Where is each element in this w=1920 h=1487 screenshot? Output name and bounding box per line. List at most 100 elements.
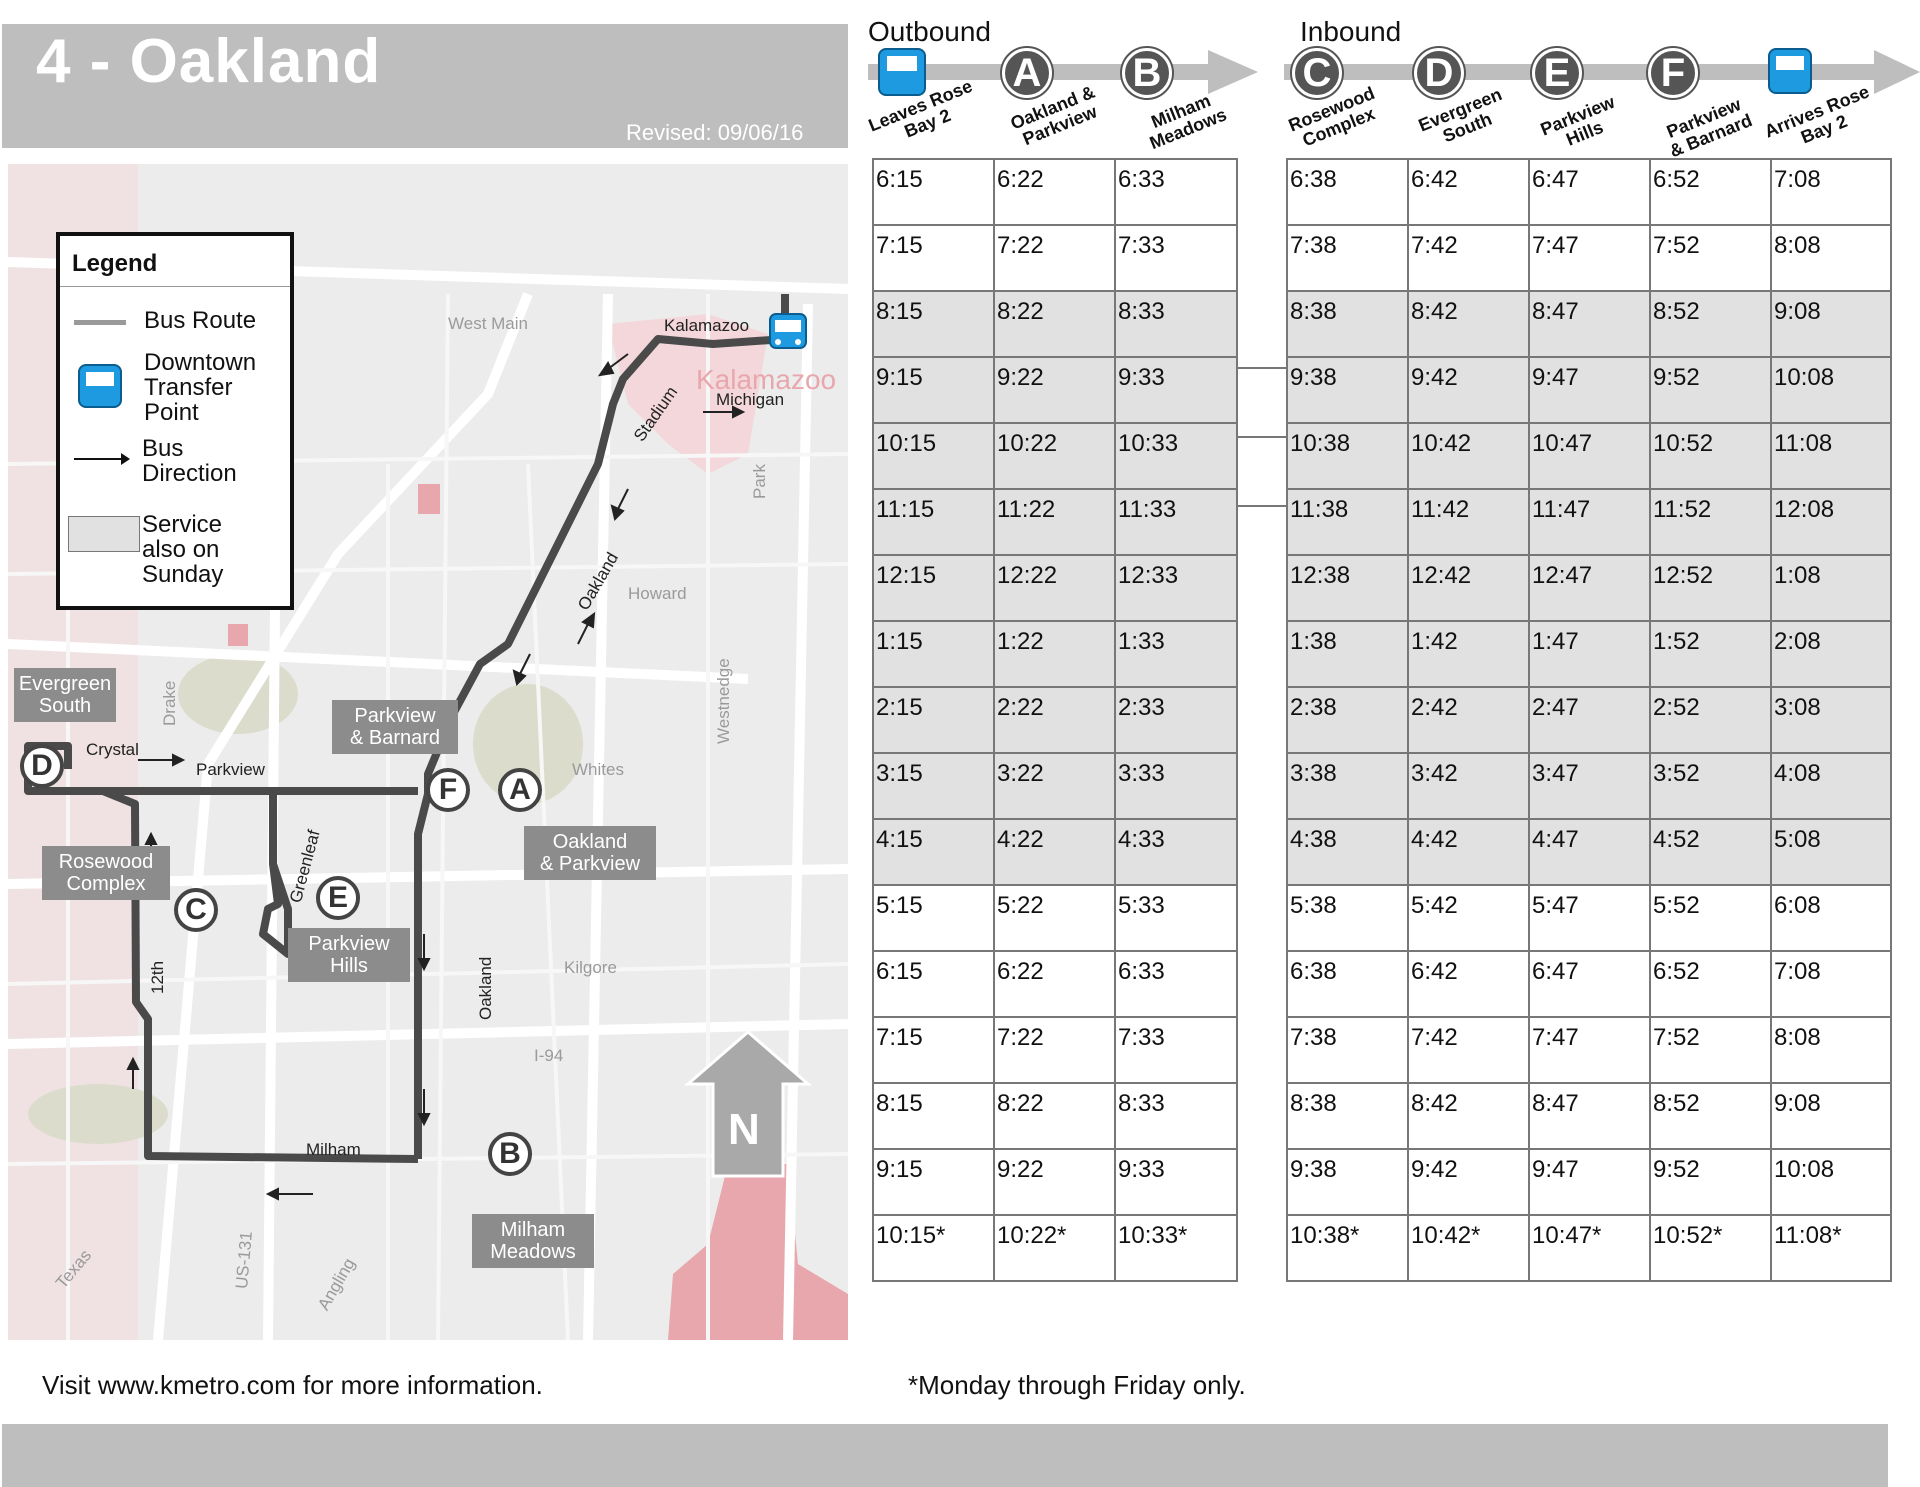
time-cell: 8:38	[1286, 290, 1409, 358]
stop-marker-e[interactable]: E	[316, 876, 360, 920]
time-cell: 1:08	[1770, 554, 1892, 622]
time-cell: 4:33	[1114, 818, 1238, 886]
table-connector	[1236, 505, 1288, 507]
legend-divider	[60, 286, 290, 287]
street-howard: Howard	[628, 584, 687, 603]
schedule-row: 11:38 11:42 11:47 11:52 12:08	[1286, 488, 1892, 556]
time-cell: 12:22	[993, 554, 1116, 622]
time-cell: 10:52*	[1649, 1214, 1772, 1282]
header-stop-f: F	[1648, 48, 1698, 98]
time-cell: 1:42	[1407, 620, 1530, 688]
stop-marker-a[interactable]: A	[498, 768, 542, 812]
schedule-row: 11:15 11:22 11:33	[872, 488, 1238, 556]
legend-sunday-3: Sunday	[142, 561, 224, 588]
time-cell: 3:47	[1528, 752, 1651, 820]
time-cell: 10:08	[1770, 1148, 1892, 1216]
schedule-row: 2:15 2:22 2:33	[872, 686, 1238, 754]
time-cell: 7:52	[1649, 224, 1772, 292]
schedule-row: 12:15 12:22 12:33	[872, 554, 1238, 622]
time-cell: 5:15	[872, 884, 995, 952]
bottom-band	[2, 1424, 1888, 1487]
schedule-row: 1:15 1:22 1:33	[872, 620, 1238, 688]
street-kalamazoo: Kalamazoo	[664, 316, 750, 335]
time-cell: 10:52	[1649, 422, 1772, 490]
time-cell: 7:33	[1114, 224, 1238, 292]
header-parkview-barnard: Parkview & Barnard	[1663, 94, 1755, 162]
park-area	[473, 684, 583, 804]
schedule-row: 5:38 5:42 5:47 5:52 6:08	[1286, 884, 1892, 952]
time-cell: 9:22	[993, 1148, 1116, 1216]
stop-marker-f[interactable]: F	[426, 768, 470, 812]
street-westnedge: Westnedge	[714, 658, 733, 744]
bus-icon	[878, 48, 926, 96]
time-cell: 11:22	[993, 488, 1116, 556]
legend-sunday-1: Service	[142, 511, 223, 538]
time-cell: 12:42	[1407, 554, 1530, 622]
schedule-row: 9:15 9:22 9:33	[872, 356, 1238, 424]
time-cell: 10:22	[993, 422, 1116, 490]
time-cell: 7:15	[872, 1016, 995, 1084]
time-cell: 12:38	[1286, 554, 1409, 622]
time-cell: 9:47	[1528, 1148, 1651, 1216]
direction-arrows	[126, 353, 746, 1201]
time-cell: 8:33	[1114, 290, 1238, 358]
stop-marker-c[interactable]: C	[174, 888, 218, 932]
stop-marker-b[interactable]: B	[488, 1132, 532, 1176]
time-cell: 7:47	[1528, 224, 1651, 292]
time-cell: 4:52	[1649, 818, 1772, 886]
time-cell: 6:15	[872, 158, 995, 226]
time-cell: 7:15	[872, 224, 995, 292]
time-cell: 2:22	[993, 686, 1116, 754]
time-cell: 9:47	[1528, 356, 1651, 424]
city-kalamazoo: Kalamazoo	[696, 364, 837, 395]
time-cell: 5:42	[1407, 884, 1530, 952]
schedule-row: 9:15 9:22 9:33	[872, 1148, 1238, 1216]
time-cell: 8:08	[1770, 224, 1892, 292]
stop-label-parkview-barnard: Parkview & Barnard	[332, 700, 458, 754]
bus-icon-map	[769, 313, 807, 349]
revised-date: Revised: 09/06/16	[626, 120, 804, 145]
schedule-row: 3:38 3:42 3:47 3:52 4:08	[1286, 752, 1892, 820]
time-cell: 10:38*	[1286, 1214, 1409, 1282]
time-cell: 8:22	[993, 1082, 1116, 1150]
schedule-row: 7:15 7:22 7:33	[872, 224, 1238, 292]
urban-block	[418, 484, 440, 514]
time-cell: 6:42	[1407, 158, 1530, 226]
page-title: 4 - Oakland	[36, 27, 382, 96]
outbound-title: Outbound	[868, 16, 991, 47]
time-cell: 11:38	[1286, 488, 1409, 556]
time-cell: 6:47	[1528, 950, 1651, 1018]
time-cell: 6:22	[993, 950, 1116, 1018]
schedule-row: 6:15 6:22 6:33	[872, 158, 1238, 226]
time-cell: 4:22	[993, 818, 1116, 886]
street-i94: I-94	[534, 1046, 564, 1065]
time-cell: 11:47	[1528, 488, 1651, 556]
time-cell: 8:38	[1286, 1082, 1409, 1150]
schedule-row: 6:38 6:42 6:47 6:52 7:08	[1286, 950, 1892, 1018]
time-cell: 7:38	[1286, 224, 1409, 292]
time-cell: 5:38	[1286, 884, 1409, 952]
urban-area-south	[668, 1164, 848, 1340]
time-cell: 6:08	[1770, 884, 1892, 952]
street-crystal: Crystal	[86, 740, 139, 759]
route-map[interactable]: N Legend Bus Route Downtown Transfer Poi…	[8, 164, 848, 1340]
schedule-row: 9:38 9:42 9:47 9:52 10:08	[1286, 356, 1892, 424]
inbound-title: Inbound	[1300, 16, 1402, 47]
schedule-row: 12:38 12:42 12:47 12:52 1:08	[1286, 554, 1892, 622]
time-cell: 8:15	[872, 290, 995, 358]
time-cell: 10:22*	[993, 1214, 1116, 1282]
schedule-row: 3:15 3:22 3:33	[872, 752, 1238, 820]
time-cell: 8:33	[1114, 1082, 1238, 1150]
street-kilgore: Kilgore	[564, 958, 617, 977]
time-cell: 2:33	[1114, 686, 1238, 754]
inbound-schedule-table: 6:38 6:42 6:47 6:52 7:08 7:38 7:42 7:47 7:52 8:08…	[1286, 158, 1892, 1282]
time-cell: 7:47	[1528, 1016, 1651, 1084]
street-12th: 12th	[148, 960, 167, 994]
time-cell: 10:47	[1528, 422, 1651, 490]
stop-marker-d[interactable]: D	[20, 744, 64, 788]
time-cell: 4:15	[872, 818, 995, 886]
time-cell: 2:52	[1649, 686, 1772, 754]
time-cell: 12:08	[1770, 488, 1892, 556]
time-cell: 1:33	[1114, 620, 1238, 688]
time-cell: 3:52	[1649, 752, 1772, 820]
